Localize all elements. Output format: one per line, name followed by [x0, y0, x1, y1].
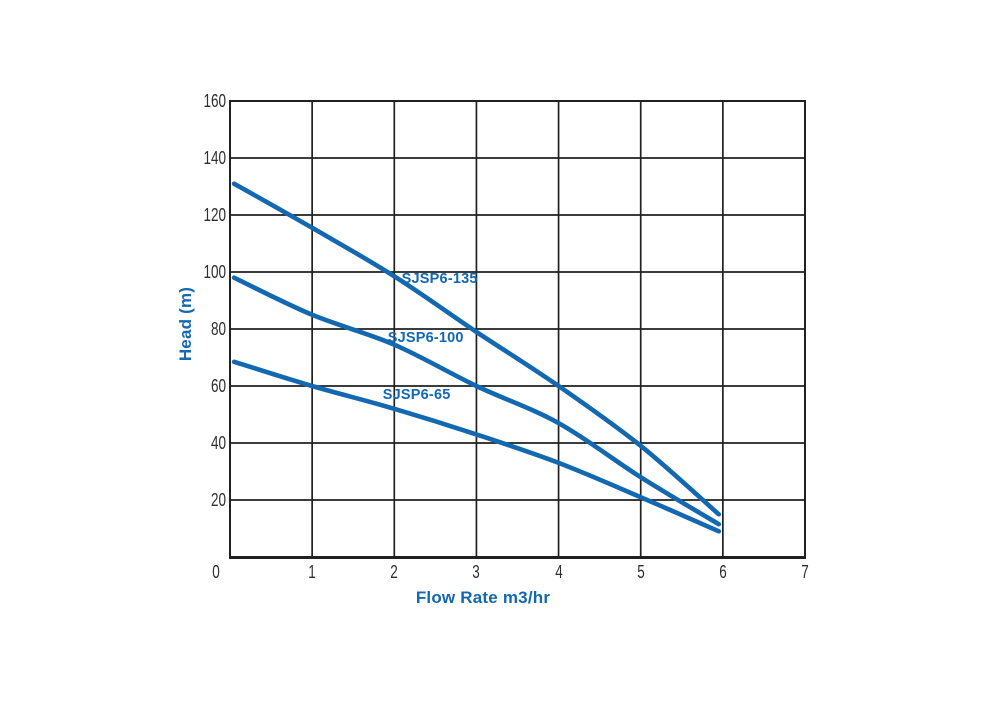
y-tick-label: 120: [203, 205, 226, 225]
curve-SJSP6-135: [231, 181, 722, 517]
y-axis-title: Head (m): [176, 286, 195, 362]
curve-label-SJSP6-135: SJSP6-135: [401, 271, 478, 288]
curve-SJSP6-100: [231, 275, 722, 527]
curve-label-SJSP6-65: SJSP6-65: [382, 386, 451, 403]
x-tick-label: 5: [636, 562, 645, 582]
y-tick-label: 160: [203, 91, 226, 111]
x-tick-label: 2: [390, 562, 399, 582]
x-tick-label: 0: [212, 562, 220, 582]
x-tick-label: 3: [472, 562, 481, 582]
curve-label-SJSP6-100: SJSP6-100: [387, 329, 464, 346]
y-tick-label: 40: [210, 433, 226, 453]
y-tick-label: 20: [210, 490, 226, 510]
y-tick-label: 60: [210, 376, 226, 396]
x-tick-label: 4: [554, 562, 563, 582]
y-tick-label: 140: [203, 148, 226, 168]
x-axis-title: Flow Rate m3/hr: [415, 588, 551, 607]
curve-SJSP6-65: [231, 359, 722, 534]
y-tick-label: 100: [203, 262, 226, 282]
x-tick-label: 6: [719, 562, 727, 582]
x-tick-label: 1: [308, 562, 316, 582]
y-tick-label: 80: [210, 319, 226, 339]
x-tick-label: 7: [801, 562, 809, 582]
